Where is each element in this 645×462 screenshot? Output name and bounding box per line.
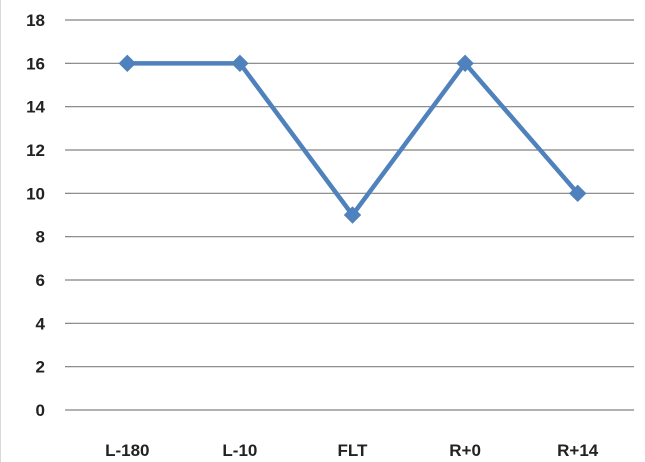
data-point-marker xyxy=(343,206,362,224)
y-tick-label: 18 xyxy=(26,11,45,30)
x-tick-label: R+0 xyxy=(449,441,481,460)
y-tick-label: 16 xyxy=(26,54,45,73)
y-tick-label: 14 xyxy=(26,98,45,117)
y-tick-label: 10 xyxy=(26,184,45,203)
y-tick-label: 0 xyxy=(36,401,45,420)
y-tick-label: 8 xyxy=(36,228,45,247)
y-tick-label: 6 xyxy=(36,271,45,290)
x-tick-label: L-10 xyxy=(222,441,257,460)
y-tick-label: 4 xyxy=(36,314,46,333)
x-axis-ticks: L-180 L-10 FLT R+0 R+14 xyxy=(105,441,599,460)
series-line xyxy=(125,61,580,218)
data-point-marker xyxy=(118,54,137,73)
x-tick-label: FLT xyxy=(338,441,369,460)
x-tick-label: L-180 xyxy=(105,441,149,460)
y-axis-ticks: 0 2 4 6 8 10 12 14 16 18 xyxy=(26,11,45,420)
data-point-marker xyxy=(568,184,587,203)
y-tick-label: 12 xyxy=(26,141,45,160)
data-point-marker xyxy=(231,54,249,73)
y-tick-label: 2 xyxy=(36,358,45,377)
x-tick-label: R+14 xyxy=(557,441,599,460)
series-layer xyxy=(118,54,587,224)
data-point-marker xyxy=(456,54,474,73)
